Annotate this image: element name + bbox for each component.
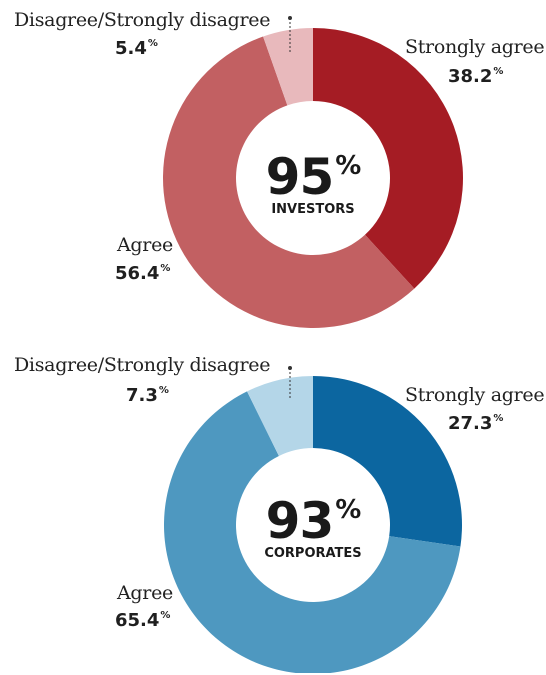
corporates-donut-svg xyxy=(164,366,462,673)
investors-center-label: INVESTORS xyxy=(271,202,355,217)
investors-disagree-label: Disagree/Strongly disagree xyxy=(14,9,271,31)
investors-slice-strongly-agree xyxy=(313,28,463,289)
investors-disagree-leader-dot xyxy=(288,16,292,20)
corporates-agree-value: 65.4% xyxy=(115,610,171,631)
investors-donut-svg xyxy=(163,16,463,328)
corporates-strongly-agree-label: Strongly agree xyxy=(405,384,545,406)
investors-strongly-agree-label: Strongly agree xyxy=(405,36,545,58)
corporates-center-label: CORPORATES xyxy=(264,546,362,561)
investors-center-number: 95% xyxy=(265,148,362,206)
corporates-agree-label: Agree xyxy=(117,582,173,604)
corporates-disagree-value: 7.3% xyxy=(126,385,169,406)
corporates-center-number: 93% xyxy=(265,492,362,550)
investors-disagree-value: 5.4% xyxy=(115,38,158,59)
corporates-donut-chart: Disagree/Strongly disagree 7.3% Strongly… xyxy=(0,338,546,673)
corporates-slice-disagree xyxy=(247,376,313,456)
corporates-slice-agree xyxy=(164,391,461,673)
investors-agree-label: Agree xyxy=(117,234,173,256)
investors-slice-agree xyxy=(163,36,415,328)
investors-slice-disagree xyxy=(263,28,313,106)
corporates-strongly-agree-value: 27.3% xyxy=(448,413,504,434)
corporates-slice-strongly-agree xyxy=(313,376,462,547)
investors-agree-value: 56.4% xyxy=(115,263,171,284)
investors-strongly-agree-value: 38.2% xyxy=(448,66,504,87)
corporates-disagree-label: Disagree/Strongly disagree xyxy=(14,354,271,376)
corporates-center: 93% CORPORATES xyxy=(232,485,394,562)
investors-donut-chart: Disagree/Strongly disagree 5.4% Strongly… xyxy=(0,0,546,335)
investors-center: 95% INVESTORS xyxy=(238,141,388,218)
corporates-disagree-leader-dot xyxy=(288,366,292,370)
